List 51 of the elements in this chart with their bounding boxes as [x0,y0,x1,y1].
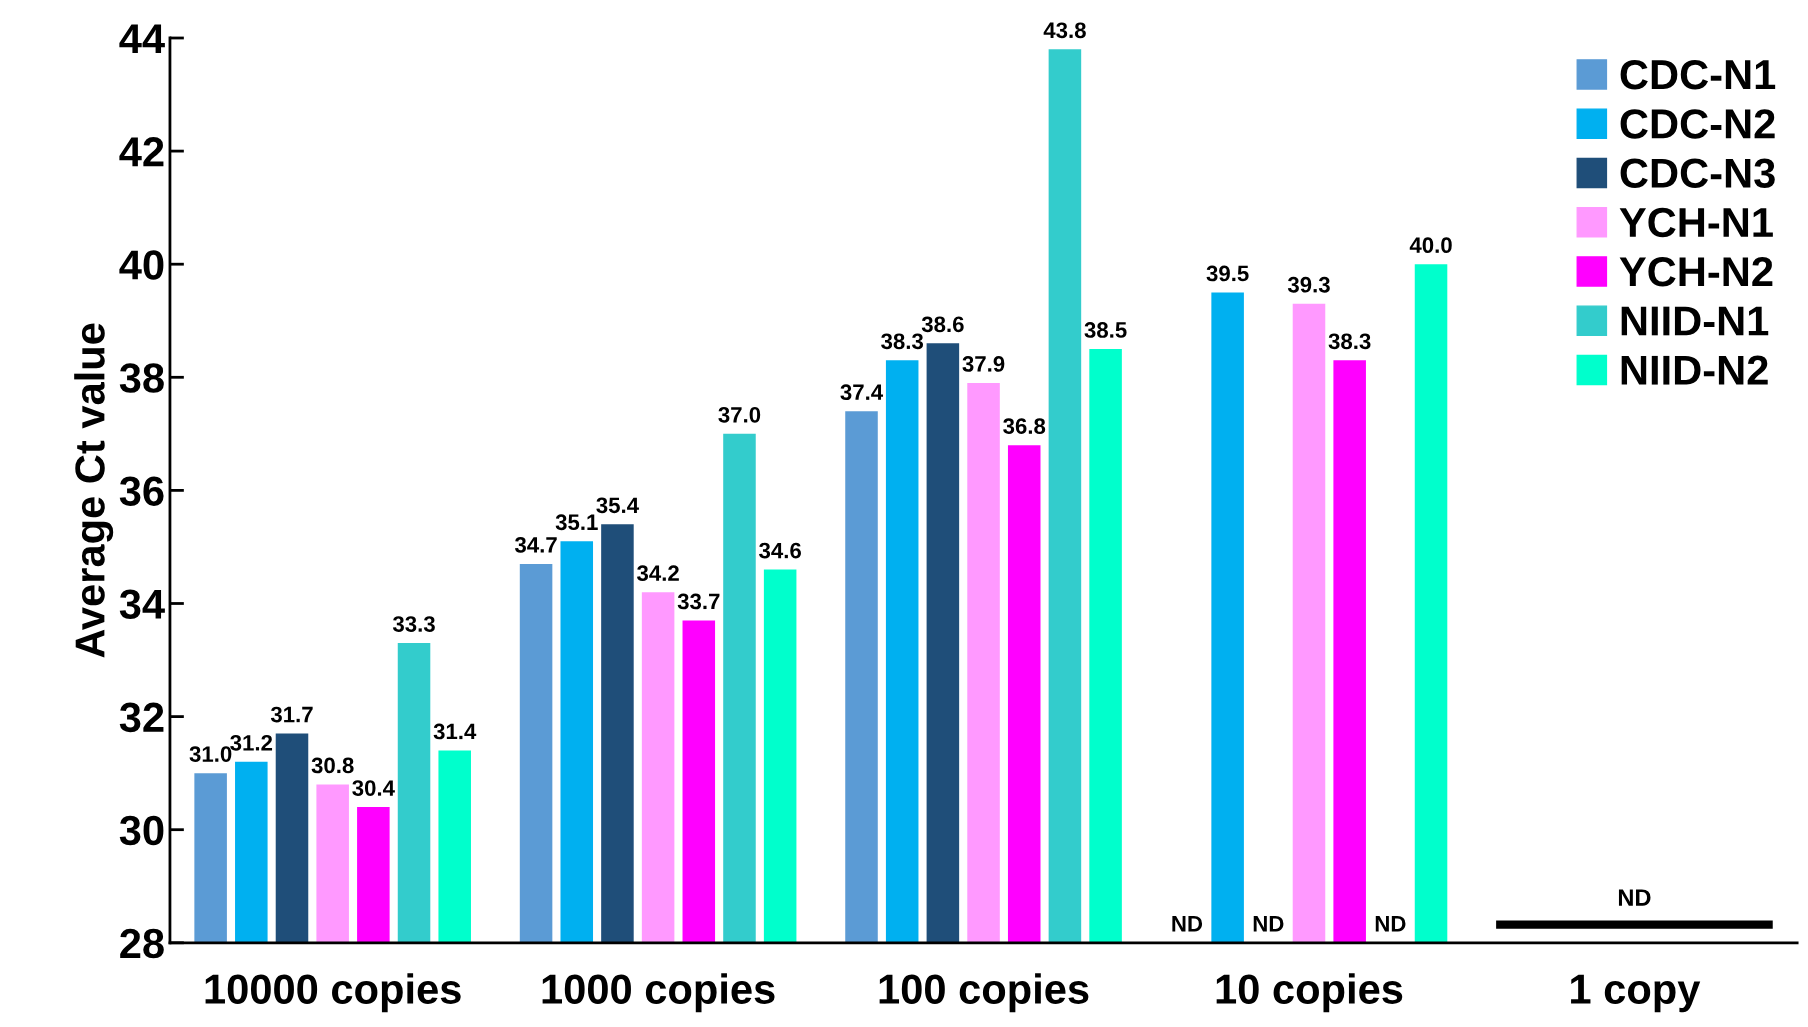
data-label: 39.3 [1287,276,1330,293]
text: ND [1172,916,1203,932]
legend-label: CDC-N3 [1620,158,1775,189]
legend-label: NIID-N1 [1621,306,1769,336]
y-axis-title: Average Ct value [74,323,114,658]
y-tick-label: 32 [119,702,164,733]
text: ND [1375,916,1406,932]
x-tick-label: 1000 copies [542,973,775,1013]
legend-label: YCH-N1 [1619,207,1773,238]
x-tick-label: 10000 copies [205,973,461,1013]
data-label: 34.6 [759,542,801,559]
annotation: ND [1618,889,1651,906]
x-tick-label: 100 copies [879,973,1089,1013]
data-label: 33.3 [392,616,435,632]
data-label: 37.0 [718,406,761,423]
y-tick-label: 28 [120,928,164,959]
y-tick-label: 30 [119,815,164,846]
data-label: 39.5 [1206,265,1249,282]
data-label: 38.3 [1328,333,1371,350]
data-label: 38.5 [1084,322,1127,338]
data-label: 31.7 [270,706,313,723]
data-label: 38.6 [921,316,964,333]
y-tick-label: 36 [119,476,164,506]
y-tick-label: 38 [119,363,164,393]
y-tick-label: 40 [119,250,164,280]
text: ND [1253,916,1284,932]
data-label: 33.7 [677,593,720,610]
data-label: 35.1 [555,514,598,531]
data-label: 34.2 [637,565,679,582]
data-label: 37.9 [962,356,1005,372]
data-label: 40.0 [1409,237,1452,254]
legend-label: NIID-N2 [1621,355,1768,385]
data-label: 31.0 [189,746,232,762]
data-label: 37.4 [840,384,884,401]
data-label: 31.4 [433,723,477,740]
data-label: 35.4 [596,497,639,514]
y-tick-label: 44 [119,24,165,54]
data-label: 36.8 [1003,418,1046,435]
x-tick-label: 1 copy [1571,974,1701,1013]
data-label: 38.3 [881,333,924,350]
data-label: 31.2 [230,734,273,751]
legend-label: CDC-N2 [1620,109,1775,139]
data-label: 34.7 [514,536,557,553]
data-label: 43.8 [1043,22,1086,39]
data-label: 30.8 [311,757,354,774]
x-tick-label: 10 copies [1216,973,1403,1013]
y-tick-label: 42 [119,137,164,167]
legend-label: YCH-N2 [1619,256,1773,287]
data-label: 30.4 [352,780,395,796]
legend-label: CDC-N1 [1620,59,1776,90]
y-tick-label: 34 [119,589,165,620]
